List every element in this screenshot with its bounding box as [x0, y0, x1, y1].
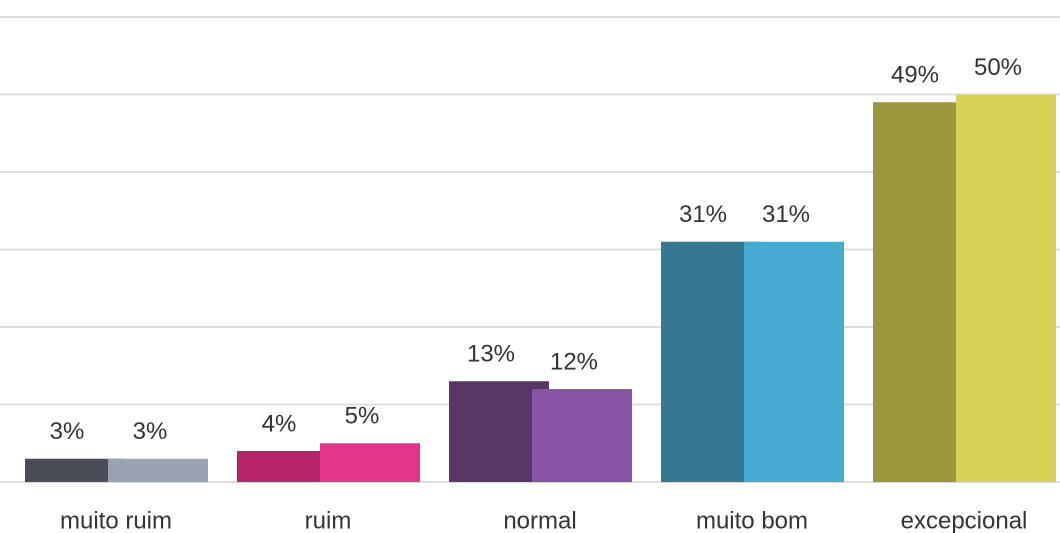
value-label: 13%	[467, 341, 515, 368]
bar	[25, 458, 125, 482]
value-label: 5%	[345, 403, 380, 430]
bar	[320, 443, 420, 482]
value-label: 31%	[762, 201, 810, 228]
value-label: 49%	[891, 62, 939, 89]
value-label: 4%	[262, 410, 297, 437]
bar	[108, 458, 208, 482]
x-tick-label: normal	[503, 507, 576, 533]
x-tick-label: ruim	[305, 507, 352, 533]
x-tick-label: muito ruim	[60, 507, 172, 533]
value-label: 50%	[974, 54, 1022, 81]
value-label: 3%	[133, 418, 168, 445]
bar	[744, 241, 844, 482]
value-label: 3%	[50, 418, 85, 445]
x-tick-label: excepcional	[901, 507, 1028, 533]
x-tick-label: muito bom	[696, 507, 808, 533]
bar	[532, 389, 632, 482]
value-label: 12%	[550, 348, 598, 375]
bar	[956, 94, 1056, 482]
value-label: 31%	[679, 201, 727, 228]
